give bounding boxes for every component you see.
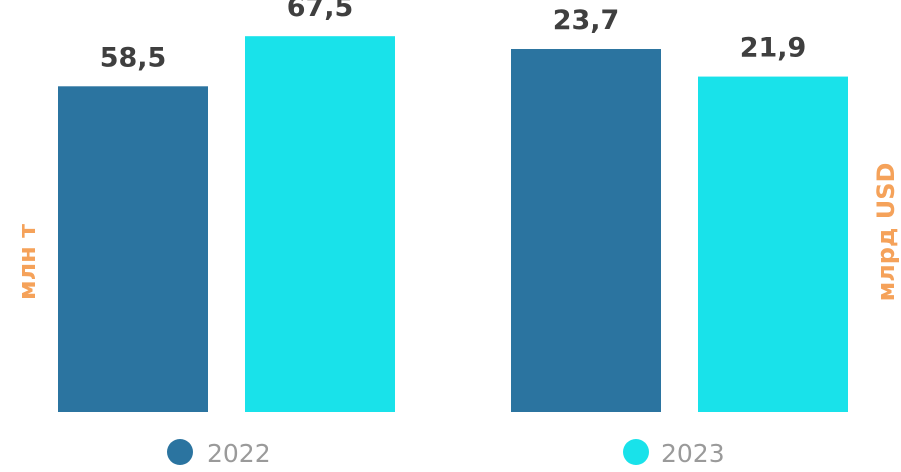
bar-2023-chart-0 — [245, 36, 395, 413]
legend-swatch-2022 — [167, 439, 193, 465]
chart-group-volume: 58,5 67,5 — [58, 0, 395, 413]
data-label-2022-chart-0: 58,5 — [100, 42, 167, 73]
chart-group-value: 23,7 21,9 — [511, 5, 848, 412]
data-label-2022-chart-1: 23,7 — [553, 5, 620, 36]
legend-label-2023: 2023 — [661, 439, 725, 468]
bar-2022-chart-0 — [58, 86, 208, 412]
legend: 2022 2023 — [167, 439, 725, 468]
data-label-2023-chart-0: 67,5 — [287, 0, 354, 23]
bar-2023-chart-1 — [698, 76, 848, 412]
legend-swatch-2023 — [623, 439, 649, 465]
y-axis-label-left: млн т — [13, 224, 41, 300]
bar-2022-chart-1 — [511, 49, 661, 412]
y-axis-label-right: млрд USD — [872, 163, 900, 302]
data-label-2023-chart-1: 21,9 — [740, 33, 807, 64]
legend-label-2022: 2022 — [207, 439, 271, 468]
